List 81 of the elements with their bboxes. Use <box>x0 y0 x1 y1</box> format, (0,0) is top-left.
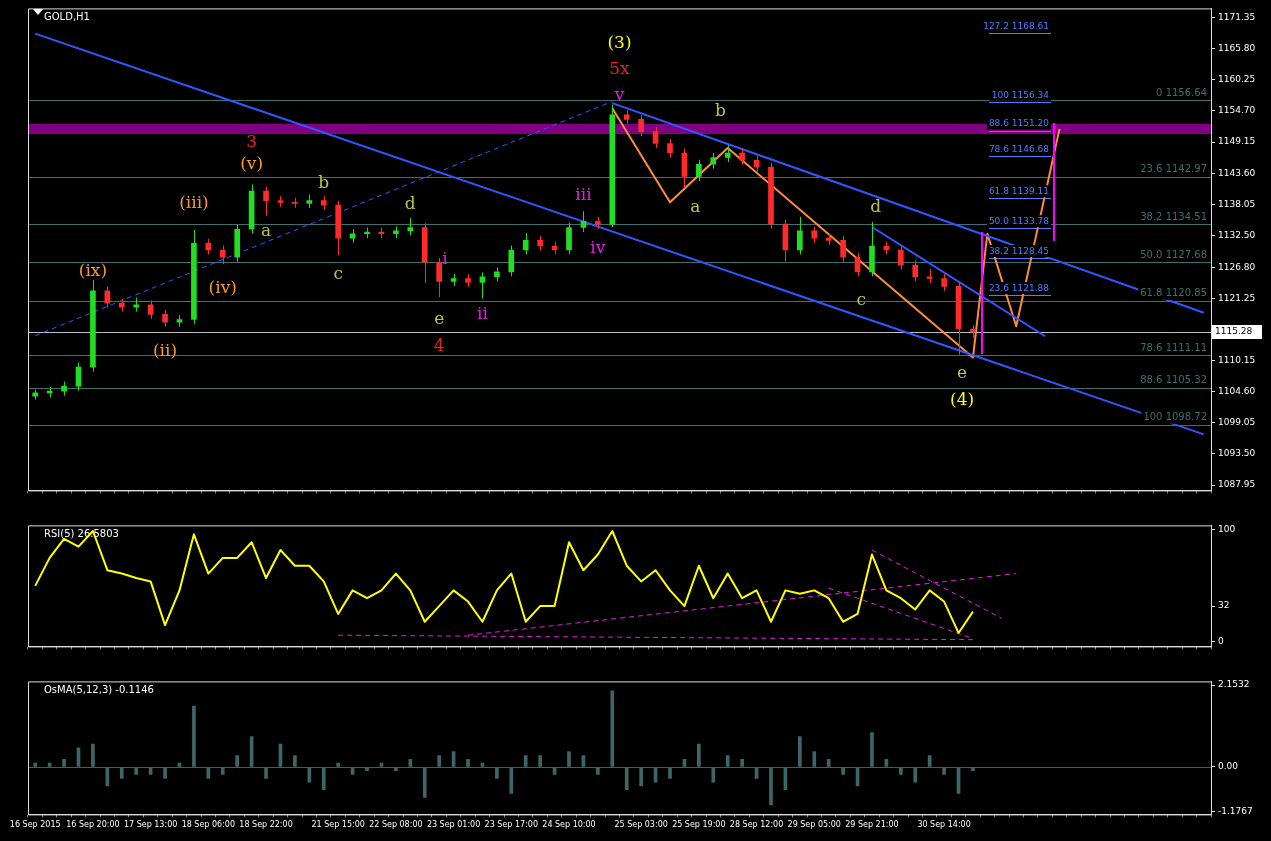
x-tick-label: 22 Sep 08:00 <box>369 820 423 830</box>
chart-title: GOLD,H1 <box>44 10 90 22</box>
x-tick-label: 25 Sep 03:00 <box>614 820 668 830</box>
y-tick-label: 1099.05 <box>1218 417 1256 428</box>
x-tick-label: 16 Sep 2015 <box>9 820 61 830</box>
x-tick-label: 18 Sep 06:00 <box>181 820 236 830</box>
x-tick-label: 23 Sep 17:00 <box>484 820 538 830</box>
x-tick-label: 29 Sep 21:00 <box>845 820 899 830</box>
ref-line-label: 88.6 1151.20 <box>988 118 1050 129</box>
annotation: d <box>870 196 882 217</box>
y-tick-label: 1132.50 <box>1218 229 1256 240</box>
x-tick-label: 16 Sep 20:00 <box>66 820 120 830</box>
ref-line-label: 50.0 1127.68 <box>1140 249 1207 260</box>
annotation: iv <box>590 237 606 258</box>
y-tick-label: 1093.50 <box>1218 448 1256 459</box>
chart-title: OsMA(5,12,3) -0.1146 <box>44 683 154 695</box>
y-tick-label: 1160.25 <box>1218 74 1256 85</box>
x-tick-label: 25 Sep 19:00 <box>672 820 726 830</box>
x-tick-label: 18 Sep 22:00 <box>239 820 293 830</box>
annotation: (iii) <box>179 191 209 212</box>
ref-line-label: 100 1098.72 <box>1143 411 1207 423</box>
y-tick-label: 1104.60 <box>1218 386 1256 397</box>
ref-line-label: 78.6 1146.68 <box>988 143 1050 154</box>
annotation: ii <box>477 302 489 323</box>
ref-line-label: 0 1156.64 <box>1156 86 1207 98</box>
y-tick-label: 0 <box>1218 636 1224 647</box>
annotation: (3) <box>607 32 632 53</box>
annotation: iii <box>575 184 593 205</box>
y-tick-label: 1138.05 <box>1218 198 1256 209</box>
annotation: b <box>715 100 727 121</box>
annotation: v <box>613 84 625 105</box>
annotation: (v) <box>240 153 264 174</box>
x-tick-label: 17 Sep 13:00 <box>123 820 178 830</box>
annotation: b <box>318 171 330 192</box>
y-tick-label: 1154.70 <box>1218 105 1256 116</box>
ref-line-label: 38.2 1134.51 <box>1140 210 1207 222</box>
y-tick-label: 1165.80 <box>1218 43 1256 54</box>
ref-line-label: 61.8 1120.85 <box>1140 287 1207 299</box>
ref-line-label: 23.6 1121.88 <box>988 282 1050 293</box>
ref-line-label: 100 1156.34 <box>991 89 1050 100</box>
annotation: d <box>404 192 416 213</box>
y-tick-label: 32 <box>1218 600 1230 611</box>
ref-line-label: 38.2 1128.45 <box>988 245 1049 256</box>
annotation: c <box>333 262 343 283</box>
ref-line-label: 23.6 1142.97 <box>1140 163 1207 175</box>
x-tick-label: 30 Sep 14:00 <box>917 820 971 830</box>
annotation: (iv) <box>208 277 237 298</box>
annotation: (ii) <box>152 340 178 361</box>
annotation: e <box>434 307 445 328</box>
x-tick-label: 24 Sep 10:00 <box>542 820 596 830</box>
y-tick-label: 1126.80 <box>1218 261 1256 272</box>
ref-line-label: 61.8 1139.11 <box>988 186 1049 197</box>
y-tick-label: 0.00 <box>1218 761 1239 772</box>
annotation: e <box>957 361 968 382</box>
ref-line-label: 50.0 1133.78 <box>988 216 1050 227</box>
annotation: a <box>260 219 272 240</box>
y-tick-label: 1110.15 <box>1218 355 1256 365</box>
ref-line-label: 1115.28 <box>1215 326 1253 337</box>
annotation: 3 <box>246 130 258 151</box>
annotation: a <box>690 196 701 217</box>
x-tick-label: 29 Sep 05:00 <box>787 820 841 830</box>
annotation: 4 <box>433 335 445 356</box>
x-tick-label: 21 Sep 15:00 <box>311 820 365 830</box>
y-tick-label: 100 <box>1218 524 1236 535</box>
annotation: i <box>442 247 449 268</box>
y-tick-label: 1149.15 <box>1218 136 1256 147</box>
x-tick-label: 28 Sep 12:00 <box>729 820 784 830</box>
y-tick-label: 1171.35 <box>1218 11 1256 22</box>
ref-line-label: 127.2 1168.61 <box>983 20 1049 31</box>
y-tick-label: 1143.60 <box>1218 167 1256 178</box>
annotation: (ix) <box>78 259 108 280</box>
y-tick-label: -1.1767 <box>1218 805 1253 816</box>
y-tick-label: 1121.25 <box>1218 292 1256 303</box>
ref-line-label: 78.6 1111.11 <box>1140 341 1207 353</box>
annotation: (4) <box>950 388 975 409</box>
y-tick-label: 1087.95 <box>1218 479 1256 490</box>
ref-line-label: 88.6 1105.32 <box>1140 374 1207 386</box>
annotation: c <box>856 288 866 309</box>
x-tick-label: 23 Sep 01:00 <box>426 820 481 830</box>
annotation: 5x <box>609 57 631 78</box>
y-tick-label: 2.1532 <box>1218 679 1250 690</box>
